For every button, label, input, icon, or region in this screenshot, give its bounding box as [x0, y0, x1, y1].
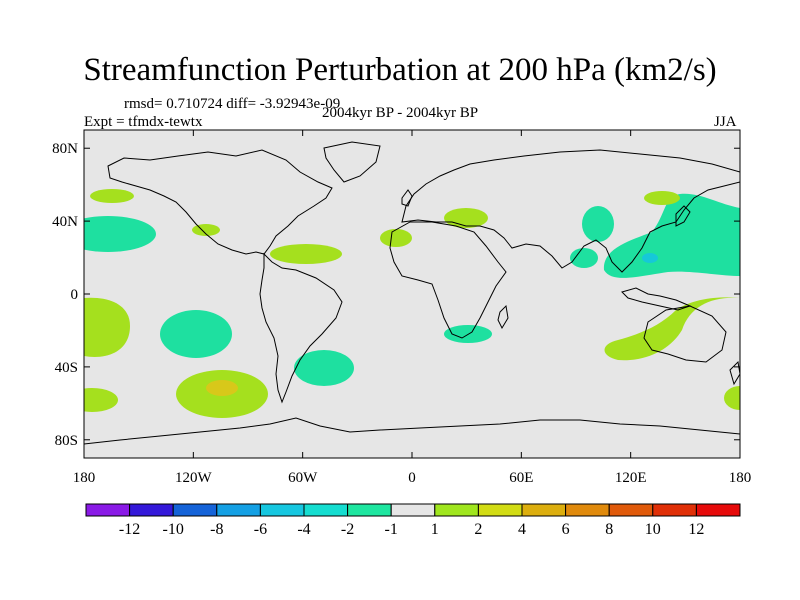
- lat-label: 40S: [55, 360, 78, 376]
- colorbar-label: 10: [645, 521, 661, 538]
- lat-label: 80N: [52, 141, 78, 157]
- lat-label: 80S: [55, 433, 78, 449]
- coast-new-zealand: [729, 360, 740, 386]
- colorbar-label: -4: [297, 521, 310, 538]
- plot-title: Streamfunction Perturbation at 200 hPa (…: [83, 52, 717, 88]
- pos-anomaly-south-pacific-east: [724, 386, 740, 410]
- coastlines: [84, 141, 740, 445]
- neg-anomaly-arabian: [570, 248, 598, 268]
- colorbar-swatch: [695, 503, 741, 517]
- lon-label: 0: [408, 470, 416, 486]
- colorbar-label: 4: [518, 521, 526, 538]
- colorbar-swatch: [652, 503, 697, 517]
- neg-anomaly-east-asia: [582, 206, 614, 242]
- neg-anomaly-philippines-core: [642, 253, 658, 263]
- coast-antarctica: [84, 417, 740, 445]
- colorbar-label: -12: [119, 521, 140, 538]
- pos-anomaly-north-pacific-east: [644, 191, 680, 205]
- lon-label: 60W: [288, 470, 318, 486]
- colorbar-label: 1: [431, 521, 439, 538]
- colorbar-label: 2: [474, 521, 482, 538]
- colorbar: [85, 503, 741, 517]
- anomaly-contours: [84, 189, 740, 418]
- lat-label: 0: [71, 287, 79, 303]
- neg-anomaly-south-atlantic: [294, 350, 354, 386]
- colorbar-swatch: [172, 503, 218, 517]
- colorbar-swatch: [477, 503, 523, 517]
- coast-australia: [643, 305, 727, 363]
- coast-greenland: [323, 141, 381, 183]
- colorbar-label: 8: [605, 521, 613, 538]
- pos-anomaly-tropical-west-pacific: [604, 297, 740, 361]
- colorbar-label: 6: [562, 521, 570, 538]
- map-background: [84, 130, 740, 458]
- coast-madagascar: [497, 304, 509, 330]
- lon-label: 180: [73, 470, 96, 486]
- coast-japan: [675, 205, 691, 227]
- colorbar-swatch: [434, 503, 479, 517]
- colorbar-swatch: [521, 503, 567, 517]
- colorbar-swatch: [259, 503, 305, 517]
- neg-anomaly-west-pacific: [603, 193, 740, 278]
- colorbar-swatch: [303, 503, 349, 517]
- lon-label: 120E: [615, 470, 647, 486]
- lon-label: 180: [729, 470, 752, 486]
- colorbar-swatch: [390, 503, 436, 517]
- lon-label: 120W: [175, 470, 213, 486]
- pos-anomaly-caribbean: [270, 244, 342, 264]
- coast-uk: [401, 189, 413, 207]
- pos-anomaly-southeast-pacific-core: [206, 380, 238, 396]
- colorbar-swatch: [608, 503, 654, 517]
- colorbar-label: 12: [688, 521, 704, 538]
- colorbar-swatch: [347, 503, 392, 517]
- coast-north-america: [107, 149, 333, 255]
- period-label: 2004kyr BP - 2004kyr BP: [321, 105, 479, 121]
- colorbar-labels: -12 -10 -8 -6 -4 -2 -1 1 2 4 6 8 10 12: [119, 521, 704, 538]
- pos-anomaly-north-africa: [380, 229, 412, 247]
- axis-ticks: [83, 130, 741, 458]
- coast-central-south-america: [259, 252, 343, 404]
- neg-anomaly-north-pacific: [84, 216, 156, 252]
- colorbar-label: -1: [385, 521, 398, 538]
- neg-anomaly-south-pacific: [160, 310, 232, 358]
- coast-africa: [389, 221, 507, 339]
- colorbar-label: -8: [210, 521, 223, 538]
- lon-labels: 180 120W 60W 0 60E 120E 180: [73, 470, 752, 486]
- colorbar-label: -6: [254, 521, 267, 538]
- coast-eurasia: [401, 149, 740, 273]
- lat-label: 40N: [52, 214, 78, 230]
- colorbar-swatch: [216, 503, 261, 517]
- season-label: JJA: [714, 114, 737, 130]
- pos-anomaly-aleutian: [90, 189, 134, 203]
- lat-labels: 80N 40N 0 40S 80S: [52, 141, 78, 449]
- experiment-label: Expt = tfmdx-tewtx: [84, 114, 203, 130]
- colorbar-swatch: [565, 503, 610, 517]
- colorbar-swatch: [129, 503, 174, 517]
- pos-anomaly-tropical-east-pacific: [84, 297, 130, 357]
- colorbar-label: -10: [163, 521, 184, 538]
- pos-anomaly-south-pacific-west: [84, 388, 118, 412]
- colorbar-swatch: [85, 503, 131, 517]
- colorbar-label: -2: [341, 521, 354, 538]
- lon-label: 60E: [509, 470, 533, 486]
- stats-label: rmsd= 0.710724 diff= -3.92943e-09: [124, 96, 341, 112]
